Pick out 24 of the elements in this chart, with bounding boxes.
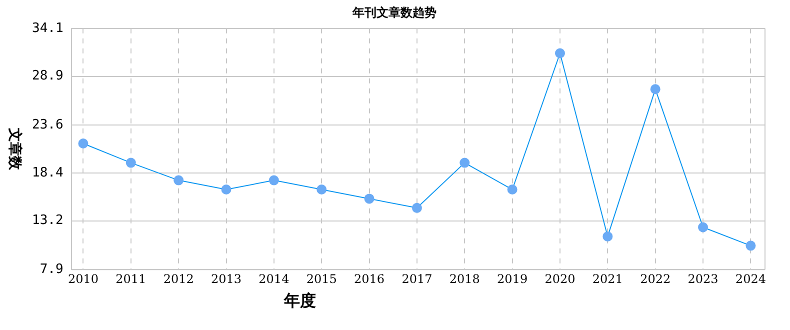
x-tick-label: 2013 bbox=[210, 272, 242, 286]
y-axis-title: 文章数 bbox=[6, 127, 24, 171]
chart-title: 年刊文章数趋势 bbox=[352, 5, 436, 20]
y-tick-label: 7.9 bbox=[40, 262, 64, 277]
x-tick-label: 2010 bbox=[68, 272, 98, 286]
x-tick-label: 2024 bbox=[735, 272, 766, 286]
x-tick-label: 2015 bbox=[306, 272, 337, 286]
x-tick-label: 2016 bbox=[354, 272, 385, 286]
y-tick-label: 23.6 bbox=[32, 117, 64, 132]
x-tick-label: 2020 bbox=[544, 272, 576, 286]
x-tick-label: 2012 bbox=[163, 272, 194, 286]
x-tick-label: 2022 bbox=[640, 272, 671, 286]
x-tick-label: 2021 bbox=[592, 272, 623, 286]
x-tick-label: 2014 bbox=[258, 272, 290, 286]
x-tick-label: 2023 bbox=[688, 272, 718, 286]
x-tick-label: 2018 bbox=[449, 272, 480, 286]
x-axis-title: 年度 bbox=[283, 291, 316, 310]
y-tick-label: 18.4 bbox=[32, 165, 64, 180]
y-tick-label: 28.9 bbox=[32, 68, 64, 84]
x-tick-label: 2019 bbox=[497, 272, 528, 286]
x-tick-label: 2011 bbox=[116, 272, 146, 286]
y-tick-label: 13.2 bbox=[32, 213, 64, 228]
x-tick-label: 2017 bbox=[402, 272, 432, 286]
y-tick-label: 34.1 bbox=[32, 20, 64, 36]
